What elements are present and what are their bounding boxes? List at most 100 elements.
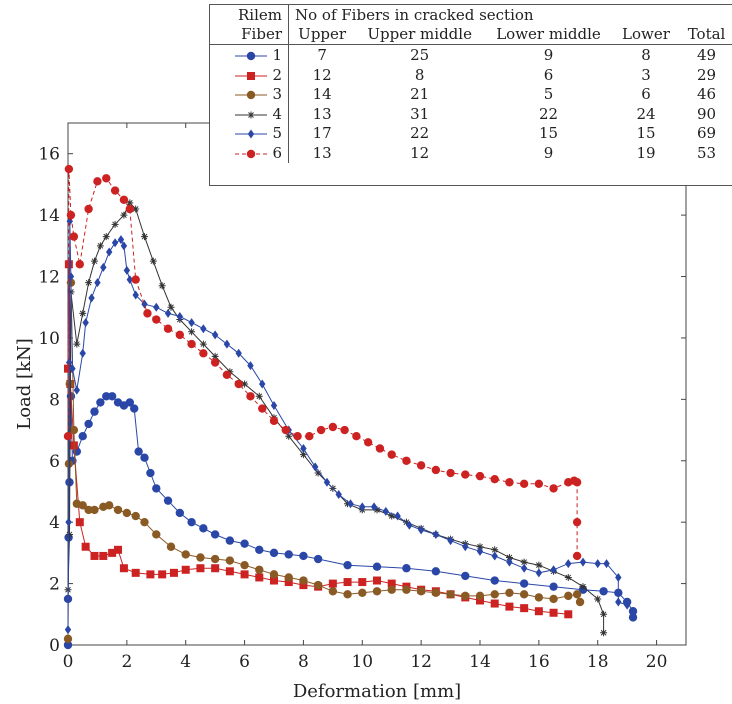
data-point (535, 568, 543, 578)
data-point (90, 407, 99, 416)
data-point (565, 559, 572, 569)
legend-marker (234, 90, 267, 100)
data-point (141, 299, 148, 309)
legend-table: Rilem No of Fibers in cracked section Fi… (209, 4, 732, 186)
data-point (564, 573, 572, 581)
data-point (210, 358, 220, 367)
data-point (406, 520, 413, 530)
data-point (107, 392, 117, 401)
data-point (69, 425, 79, 435)
data-point (313, 554, 323, 564)
legend-cell: 13 (312, 143, 332, 162)
data-point (113, 505, 123, 515)
data-point (534, 593, 544, 602)
data-point (255, 392, 263, 400)
data-point (373, 506, 381, 514)
data-point (520, 558, 528, 566)
data-point (255, 573, 264, 582)
data-point (259, 379, 266, 389)
data-point (299, 581, 308, 590)
data-point (270, 576, 278, 585)
data-point (78, 432, 87, 441)
data-point (69, 364, 76, 374)
data-point (370, 502, 378, 512)
legend-cell: 49 (697, 45, 717, 64)
legend-entry: 5 (210, 123, 289, 144)
data-point (387, 450, 396, 459)
data-point (299, 451, 307, 459)
x-tick-label: 2 (121, 652, 132, 672)
data-point (90, 257, 98, 265)
data-point (114, 545, 123, 554)
y-tick-label: 2 (49, 575, 60, 595)
x-tick-label: 8 (298, 652, 309, 672)
data-point (520, 604, 529, 613)
legend-entry: 2 (210, 64, 289, 85)
data-point (102, 392, 111, 401)
legend-rows: 1 7 25 9 8 49 2 12 8 6 3 29 3 14 21 5 6 46 4 13 31 22 24 90 … (210, 44, 732, 163)
legend-cell: 9 (543, 45, 554, 64)
data-point (382, 506, 390, 516)
data-point (476, 546, 484, 556)
data-point (572, 478, 582, 487)
data-point (122, 508, 132, 518)
legend-cell: 22 (538, 104, 559, 123)
series-1 (63, 392, 638, 650)
legend-col-lower: Lower (612, 24, 680, 46)
data-point (534, 479, 544, 488)
data-point (181, 565, 190, 574)
data-point (505, 588, 514, 597)
data-point (299, 576, 308, 585)
data-point (225, 536, 235, 545)
data-point (149, 257, 157, 265)
data-point (131, 511, 140, 521)
data-point (119, 564, 128, 573)
legend-row-3: 3 14 21 5 6 46 (210, 84, 732, 104)
data-point (600, 629, 608, 637)
data-point (146, 468, 155, 478)
data-point (223, 339, 231, 349)
data-point (299, 551, 308, 561)
data-point (84, 419, 93, 429)
data-point (79, 348, 86, 358)
data-point (305, 432, 314, 441)
data-point (247, 361, 254, 371)
y-tick-label: 10 (38, 329, 60, 349)
data-point (130, 404, 139, 413)
legend-label: 5 (267, 124, 282, 143)
data-point (65, 379, 74, 389)
data-point (163, 324, 173, 333)
data-point (255, 545, 264, 555)
legend-cell: 12 (312, 65, 332, 84)
data-point (269, 416, 279, 426)
legend-marker-symbol (246, 90, 255, 100)
data-point (358, 588, 367, 597)
data-point (373, 576, 381, 585)
data-point (475, 471, 485, 481)
legend-marker (234, 71, 267, 80)
data-point (90, 505, 99, 515)
data-point (402, 456, 411, 465)
data-point (175, 330, 185, 340)
data-point (175, 508, 185, 518)
axis-ticks: 0 2 4 6 8 10 12 14 16 18 20 0 2 4 6 8 10 12 14 16 (38, 123, 686, 672)
data-point (241, 380, 249, 388)
data-point (461, 571, 470, 581)
data-point (255, 565, 264, 574)
data-point (85, 279, 93, 287)
data-point (564, 610, 573, 619)
data-point (388, 512, 396, 520)
data-point (102, 174, 111, 183)
legend-cell: 22 (410, 124, 430, 143)
series-layer (63, 164, 638, 650)
data-point (152, 315, 161, 324)
series-4 (64, 199, 608, 637)
legend-marker-symbol (246, 51, 255, 61)
legend-cell: 8 (414, 65, 425, 84)
data-point (75, 518, 84, 527)
x-tick-label: 4 (180, 652, 191, 672)
data-point (140, 453, 149, 462)
data-point (66, 210, 76, 220)
legend-col-upper: Upper (288, 24, 356, 46)
data-point (211, 564, 220, 573)
